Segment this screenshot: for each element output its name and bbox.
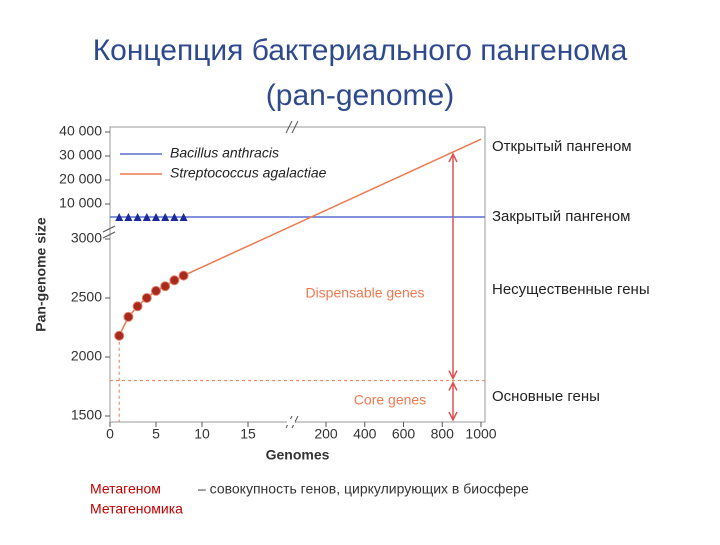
y-tick-label: 3000 <box>71 230 102 246</box>
footer-definition: – совокупность генов, циркулирующих в би… <box>198 481 529 497</box>
x-tick-label: 600 <box>392 426 416 442</box>
triangle-marker <box>142 212 151 221</box>
triangle-marker <box>170 212 179 221</box>
x-axis-label: Genomes <box>266 447 330 463</box>
arrow <box>448 152 458 381</box>
triangle-marker <box>179 212 188 221</box>
y-tick-label: 2500 <box>71 289 102 305</box>
plot-frame <box>109 126 486 423</box>
x-tick-label: 5 <box>152 426 160 442</box>
x-tick-label: 15 <box>240 426 256 442</box>
x-tick-label: 10 <box>194 426 210 442</box>
x-tick-label: 800 <box>431 426 455 442</box>
y-tick-label: 40 000 <box>59 123 102 139</box>
dot-marker <box>114 330 125 341</box>
dot-marker <box>141 293 152 303</box>
side-label: Открытый пангеном <box>492 138 632 155</box>
dot-marker <box>160 281 171 292</box>
footer-term: Метагеном <box>90 481 161 497</box>
legend-label: Streptococcus agalactiae <box>170 165 327 181</box>
y-axis-label: Pan-genome size <box>33 217 49 332</box>
triangle-marker <box>152 212 160 221</box>
y-tick-label: 10 000 <box>59 195 102 211</box>
side-label: Основные гены <box>492 388 600 405</box>
dot-marker <box>178 270 189 281</box>
triangle-marker <box>133 212 142 221</box>
dot-marker <box>151 285 161 296</box>
annotation: Dispensable genes <box>305 285 424 301</box>
footer-term: Метагеномика <box>90 501 183 517</box>
legend-label: Bacillus anthracis <box>170 145 279 161</box>
arrow <box>448 380 458 422</box>
y-tick-label: 30 000 <box>59 147 102 163</box>
x-tick-label: 200 <box>314 426 338 442</box>
x-tick-label: 1000 <box>465 426 496 442</box>
x-tick-label: 400 <box>353 426 377 442</box>
triangle-marker <box>115 212 124 221</box>
y-tick-label: 1500 <box>71 407 102 423</box>
dot-marker <box>132 301 143 312</box>
dot-marker <box>123 311 134 322</box>
y-tick-label: 2000 <box>71 348 102 364</box>
break-gap <box>287 419 295 425</box>
title: Концепция бактериального пангенома <box>93 34 628 67</box>
title: (pan-genome) <box>266 79 454 112</box>
triangle-marker <box>161 212 170 221</box>
x-tick-label: 0 <box>106 426 114 442</box>
side-label: Закрытый пангеном <box>492 208 630 225</box>
side-label: Несущественные гены <box>492 281 650 298</box>
dot-marker <box>169 275 180 286</box>
annotation: Core genes <box>354 392 426 408</box>
y-tick-label: 20 000 <box>59 171 102 187</box>
triangle-marker <box>124 212 133 221</box>
